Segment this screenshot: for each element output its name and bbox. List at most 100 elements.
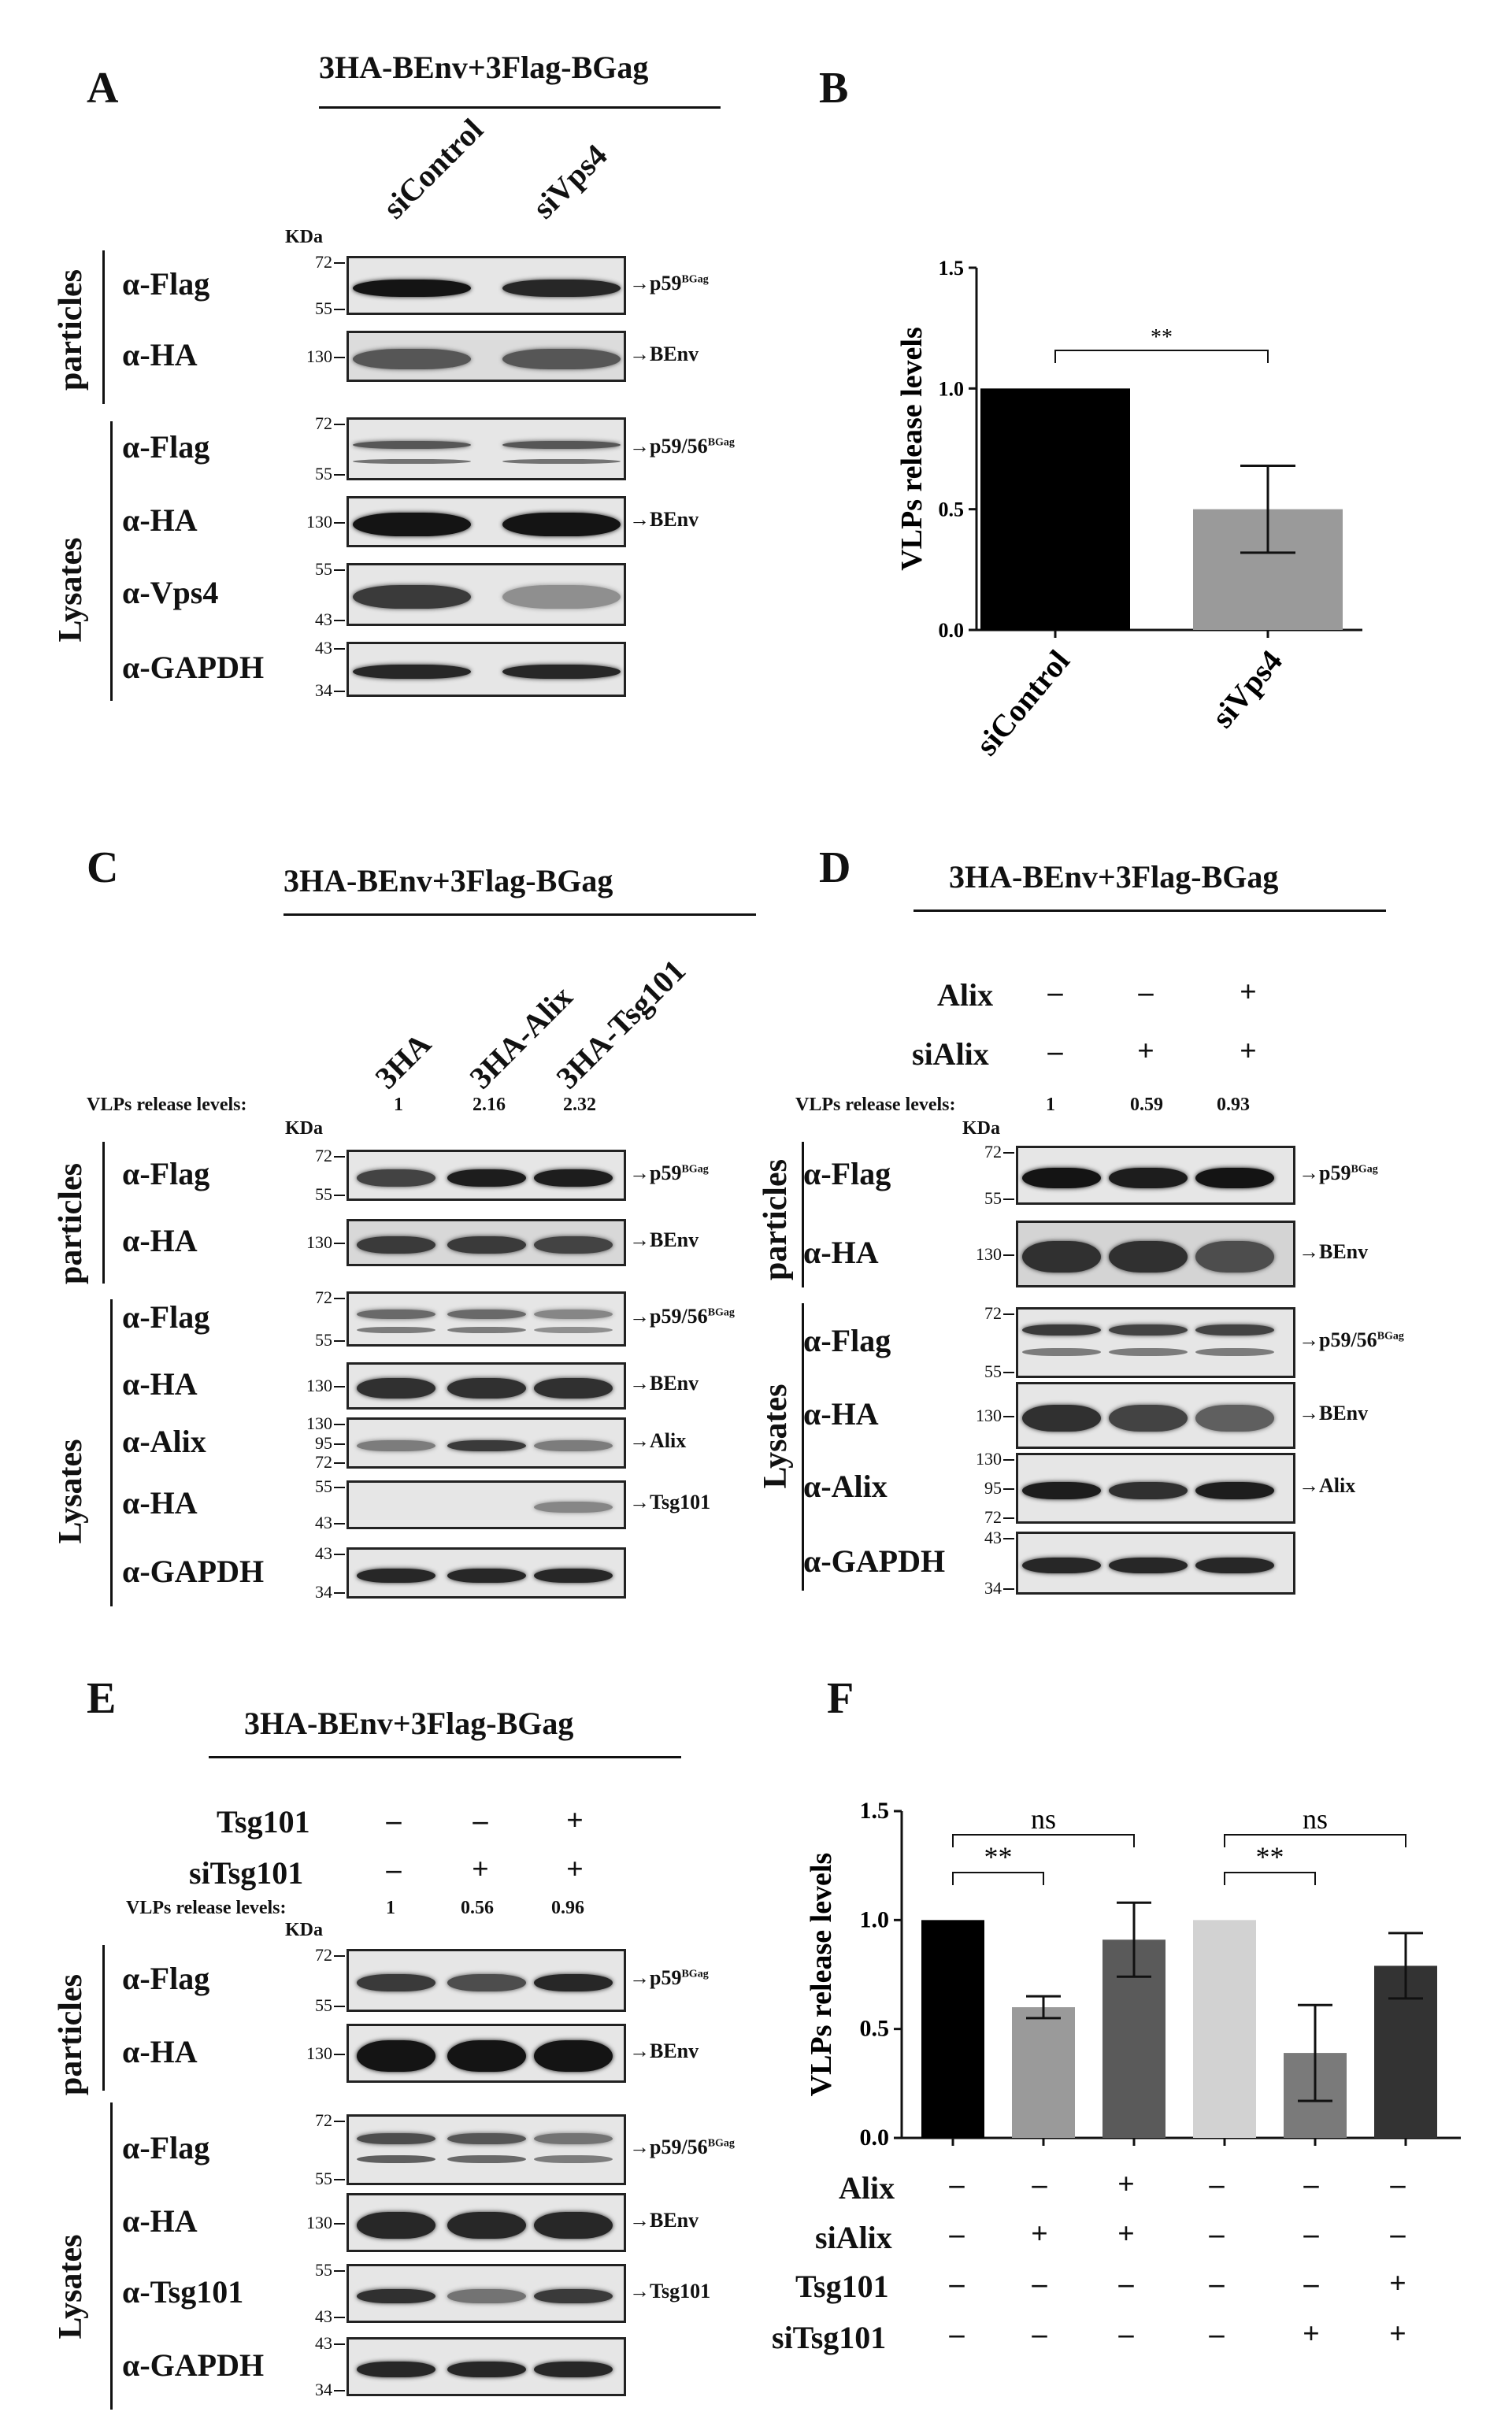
treatment-sign: – — [1390, 2217, 1406, 2251]
band — [1195, 1167, 1274, 1188]
arrow-icon: → — [629, 2208, 650, 2232]
band — [502, 585, 621, 609]
arrow-icon: → — [629, 271, 650, 295]
blot-strip — [346, 1417, 626, 1469]
blot-strip — [346, 1480, 626, 1529]
antibody-label: α-GAPDH — [122, 1553, 265, 1589]
mw-marker: 55 — [315, 464, 332, 483]
mw-tick — [334, 569, 345, 571]
mw-tick — [334, 1443, 345, 1445]
mw-marker: 130 — [306, 1413, 332, 1433]
band — [534, 2133, 613, 2144]
band — [353, 441, 471, 449]
panel-f-treat-tsg101: Tsg101 — [795, 2269, 889, 2304]
treatment-sign: – — [1209, 2168, 1225, 2201]
mw-tick — [1003, 1588, 1014, 1590]
target-label: →BEnv — [629, 2209, 699, 2232]
y-tick-label: 0.0 — [939, 619, 965, 642]
panel-e-vlp-value: 0.96 — [551, 1898, 584, 1918]
y-tick-label: 1.5 — [939, 257, 965, 280]
band — [447, 2211, 526, 2239]
x-tick-label: siControl — [969, 643, 1077, 762]
antibody-label: α-Vps4 — [122, 575, 219, 610]
significance-label: ns — [1303, 1803, 1328, 1835]
band — [502, 512, 621, 536]
target-label: →Tsg101 — [629, 2280, 710, 2303]
target-label: →BEnv — [1299, 1240, 1368, 1264]
mw-tick — [334, 2006, 345, 2007]
antibody-label: α-Flag — [122, 429, 210, 465]
mw-marker: 55 — [315, 559, 332, 579]
mw-tick — [334, 2121, 345, 2122]
panel-c-group-particles: particles — [53, 1163, 89, 1284]
panel-c-col-3ha-tsg101: 3HA-Tsg101 — [549, 952, 693, 1096]
mw-marker: 130 — [976, 1405, 1002, 1425]
mw-tick — [334, 1487, 345, 1488]
mw-marker: 130 — [306, 2212, 332, 2232]
blot-strip — [346, 563, 626, 626]
treatment-sign: + — [1240, 1035, 1257, 1068]
mw-marker: 55 — [315, 298, 332, 318]
target-label: →BEnv — [629, 2039, 699, 2063]
mw-marker: 43 — [315, 2333, 332, 2353]
band — [447, 1974, 526, 1991]
treatment-sign: + — [1303, 2317, 1320, 2351]
panel-c-col-3ha: 3HA — [368, 1025, 438, 1096]
panel-b-chart: 0.0 0.5 1.0 1.5 VLPs release levels siControl… — [895, 257, 1362, 762]
mw-tick — [334, 2317, 345, 2318]
target-name: BEnv — [1319, 1401, 1369, 1424]
target-superscript: BGag — [1377, 1330, 1404, 1343]
mw-marker: 130 — [306, 1376, 332, 1395]
antibody-label: α-HA — [122, 1366, 198, 1402]
target-superscript: BGag — [707, 2137, 735, 2150]
target-superscript: BGag — [681, 1968, 709, 1980]
band — [353, 665, 471, 679]
blot-strip — [1016, 1146, 1295, 1205]
band — [357, 2155, 435, 2163]
band — [502, 279, 621, 297]
blot-strip — [346, 2193, 626, 2252]
mw-tick — [334, 2179, 345, 2180]
antibody-label: α-HA — [803, 1234, 879, 1270]
mw-tick — [334, 262, 345, 264]
treatment-sign: – — [1047, 1035, 1063, 1068]
panel-a-group-particles: particles — [53, 269, 89, 391]
panel-e-kda: KDa — [285, 1920, 323, 1940]
panel-d-vlp-value: 0.59 — [1130, 1095, 1163, 1115]
treatment-sign: – — [1118, 2267, 1134, 2300]
arrow-icon: → — [629, 1228, 650, 1251]
panel-a-lysates-bracket — [110, 421, 113, 701]
mw-tick — [1003, 1152, 1014, 1154]
mw-marker: 72 — [315, 1452, 332, 1472]
band — [357, 1169, 435, 1187]
panel-a-title-underline — [319, 106, 721, 109]
panel-c-group-lysates: Lysates — [53, 1439, 89, 1544]
band — [1109, 1348, 1188, 1356]
band — [1195, 1558, 1274, 1573]
mw-tick — [334, 474, 345, 476]
target-superscript: BGag — [681, 1162, 709, 1175]
band — [502, 441, 621, 449]
arrow-icon: → — [1299, 1474, 1319, 1497]
band — [357, 1378, 435, 1399]
mw-marker: 95 — [984, 1478, 1002, 1498]
treatment-sign: – — [949, 2217, 965, 2251]
mw-tick — [334, 1386, 345, 1387]
blot-strip — [346, 1362, 626, 1410]
panel-a-kda: KDa — [285, 227, 323, 247]
band — [447, 1310, 526, 1319]
significance-bracket — [1224, 1834, 1406, 1847]
arrow-icon: → — [629, 2039, 650, 2062]
panel-a-col-sivps4: siVps4 — [525, 137, 614, 226]
treatment-sign: – — [1032, 2317, 1047, 2351]
target-label: →p59BGag — [629, 272, 709, 295]
blot-strip — [346, 1219, 626, 1266]
antibody-label: α-Alix — [803, 1469, 888, 1504]
band — [534, 1439, 613, 1451]
band — [357, 1568, 435, 1583]
treatment-sign: + — [566, 1853, 584, 1886]
bar — [1193, 1920, 1256, 2138]
y-tick-label: 0.5 — [939, 498, 965, 521]
treatment-sign: – — [472, 1804, 488, 1837]
treatment-sign: + — [472, 1853, 489, 1886]
